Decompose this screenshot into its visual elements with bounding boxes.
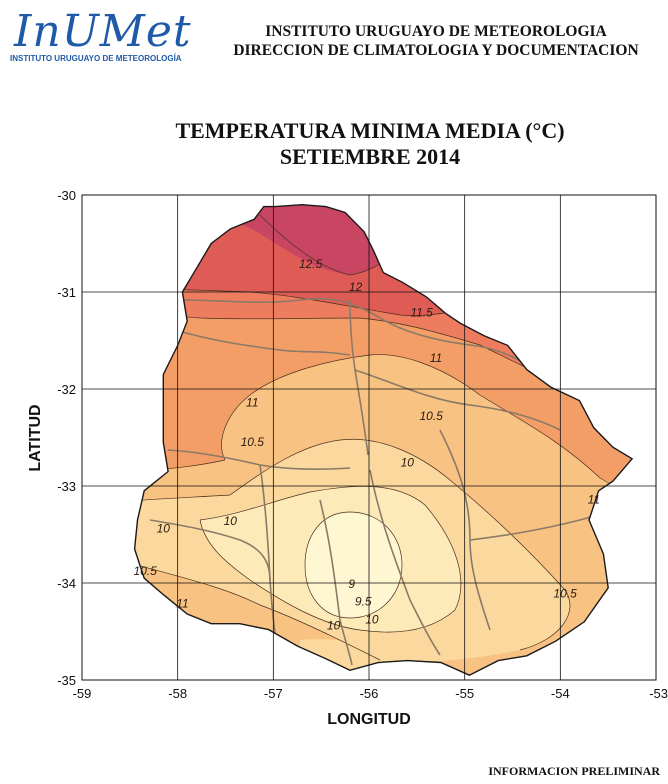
isotherm-label: 10 — [365, 613, 379, 627]
longitude-tick-label: -57 — [264, 686, 283, 701]
inumet-logo: InUMet INSTITUTO URUGUAYO DE METEOROLOGÍ… — [8, 6, 208, 64]
isotherm-11-north — [221, 354, 633, 501]
longitude-tick-label: -59 — [73, 686, 92, 701]
map-title-period: SETIEMBRE 2014 — [279, 144, 461, 169]
latitude-tick-label: -32 — [57, 382, 76, 397]
latitude-tick-label: -30 — [57, 188, 76, 203]
org-name: INSTITUTO URUGUAYO DE METEOROLOGIA — [265, 23, 607, 40]
isotherm-label: 9 — [348, 577, 355, 591]
isotherm-10 — [229, 438, 571, 651]
map-frame — [81, 194, 657, 681]
isotherm-label: 10 — [157, 522, 171, 536]
isotherm-label: 11 — [430, 351, 442, 365]
longitude-tick-label: -55 — [455, 686, 474, 701]
longitude-tick-label: -56 — [360, 686, 379, 701]
map-title-variable: TEMPERATURA MINIMA MEDIA (°C) — [175, 118, 565, 143]
isotherm-label: 11 — [246, 395, 258, 409]
isotherm-label: 11 — [588, 492, 600, 506]
isotherm-labels: 12.5 12 11.5 11 11 10.5 10.5 10 10 10 99.5 10 10 10.5… — [133, 257, 600, 633]
longitude-ticks: -59 -58 -57 -56 -55 -54 -53 — [73, 686, 668, 701]
logo-wordmark: InUMet — [14, 6, 192, 57]
latitude-ticks: -30 -31 -32 -33 -34 -35 — [57, 188, 76, 688]
zone-t-9 — [305, 512, 402, 618]
organization-header: INSTITUTO URUGUAYO DE METEOROLOGIA DIREC… — [206, 22, 666, 60]
latitude-tick-label: -35 — [57, 673, 76, 688]
isotherm-label: 10.5 — [420, 409, 444, 423]
x-axis-label: LONGITUD — [327, 711, 411, 728]
latitude-tick-label: -34 — [57, 576, 76, 591]
latitude-tick-label: -33 — [57, 479, 76, 494]
isotherm-label: 12.5 — [299, 257, 323, 271]
map-title: TEMPERATURA MINIMA MEDIA (°C) SETIEMBRE … — [70, 118, 668, 170]
longitude-tick-label: -58 — [168, 686, 187, 701]
isotherm-9 — [304, 511, 403, 619]
isotherm-9-5 — [199, 485, 462, 633]
uruguay-border — [133, 203, 634, 676]
isotherm-label: 10 — [401, 456, 415, 470]
isotherm-label: 11 — [176, 596, 188, 610]
isotherm-10-west — [134, 494, 231, 506]
org-department: DIRECCION DE CLIMATOLOGIA Y DOCUMENTACIO… — [233, 42, 639, 59]
isotherm-label: 11.5 — [410, 305, 433, 319]
isotherm-label: 10 — [224, 514, 238, 528]
isotherm-label: 9.5 — [355, 594, 372, 608]
isotherm-label: 10.5 — [553, 587, 577, 601]
isotherm-10-southwest — [134, 559, 381, 661]
isotherm-label: 10.5 — [241, 435, 265, 449]
preliminary-notice: INFORMACION PRELIMINAR — [488, 764, 660, 778]
longitude-tick-label: -54 — [551, 686, 570, 701]
latitude-tick-label: -31 — [57, 285, 76, 300]
isotherm-label: 10 — [327, 619, 341, 633]
temperature-map: 12.5 12 11.5 11 11 10.5 10.5 10 10 10 99.5 10 10 10.5… — [27, 188, 668, 728]
y-axis-label: LATITUD — [27, 404, 44, 471]
logo-subtitle: INSTITUTO URUGUAYO DE METEOROLOGÍA — [10, 54, 182, 63]
isotherm-label: 12 — [349, 280, 363, 294]
longitude-tick-label: -53 — [649, 686, 668, 701]
isotherm-label: 10.5 — [133, 564, 157, 578]
